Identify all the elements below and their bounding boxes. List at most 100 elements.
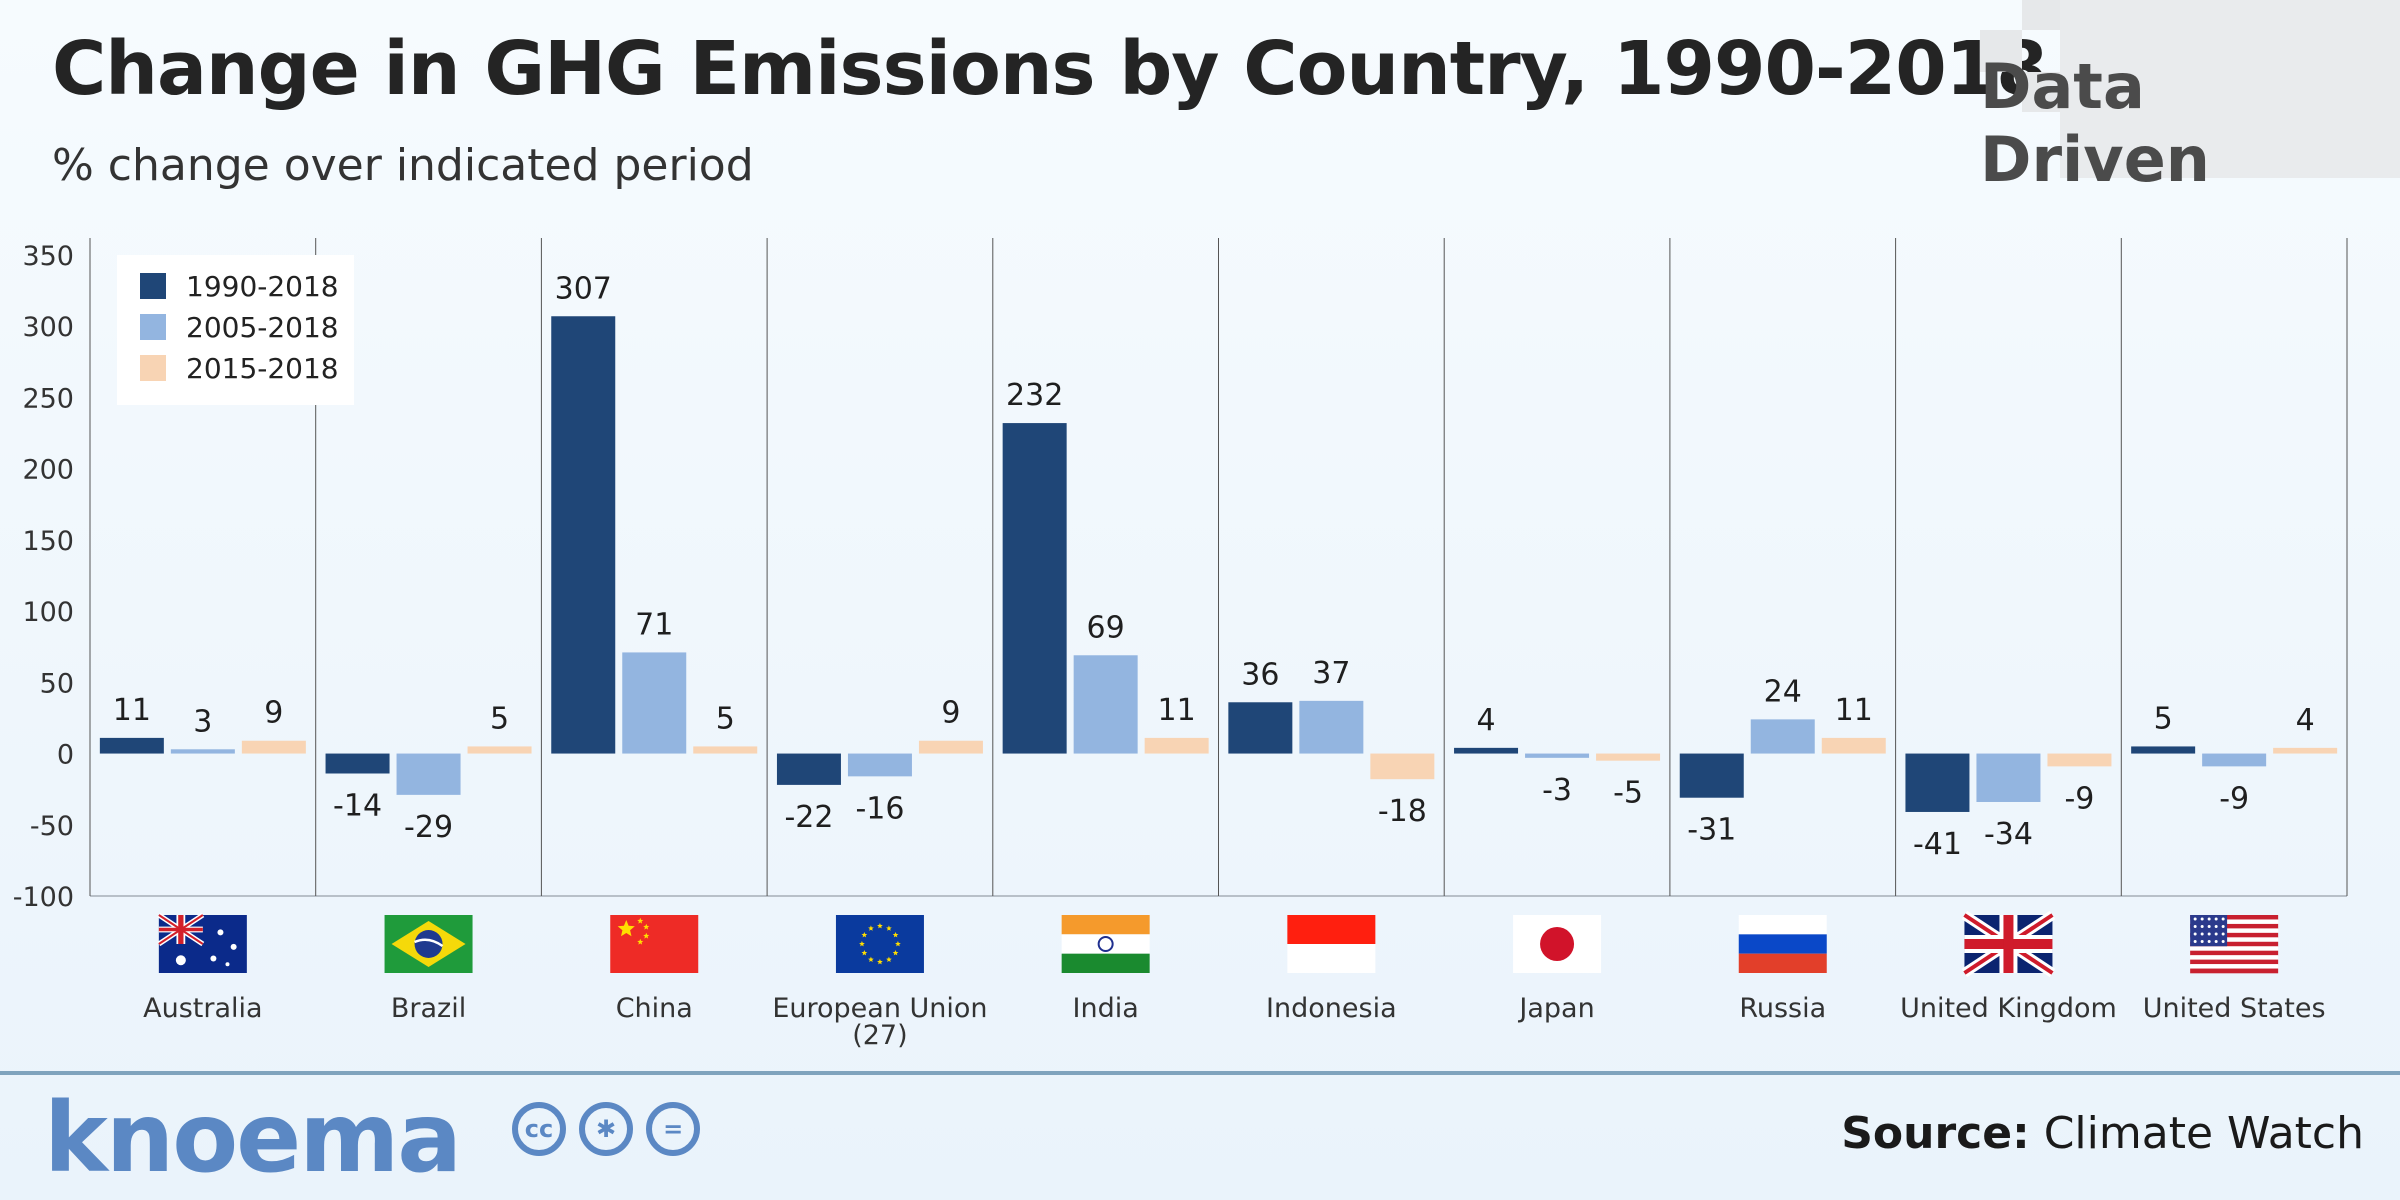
knoema-logo: knoema	[44, 1082, 462, 1194]
category-label: United States	[2143, 993, 2326, 1024]
source-value: Climate Watch	[2043, 1108, 2364, 1159]
flag-united-kingdom	[1961, 910, 2056, 978]
data-label: -16	[855, 791, 904, 826]
category-label: Australia	[143, 993, 262, 1024]
data-label: -22	[784, 800, 833, 835]
bar	[1679, 753, 1744, 798]
data-label: -9	[2219, 781, 2249, 816]
bar	[325, 753, 390, 774]
flag-european-union	[835, 915, 924, 973]
license-icons: cc ✱ =	[512, 1102, 708, 1156]
flag-china	[610, 915, 699, 973]
data-label: 11	[113, 693, 151, 728]
legend-swatch	[140, 314, 166, 340]
bar	[99, 737, 164, 754]
data-label: 3	[193, 704, 212, 739]
y-tick-label: 200	[22, 455, 74, 486]
flag-australia	[157, 912, 247, 973]
data-label: -41	[1913, 827, 1962, 862]
y-tick-label: 350	[22, 241, 74, 272]
bar	[1144, 737, 1209, 754]
data-label: -9	[2064, 781, 2094, 816]
category-label: European Union	[772, 993, 987, 1024]
bar	[1596, 753, 1661, 761]
bar	[1905, 753, 1970, 812]
category-label: United Kingdom	[1900, 993, 2117, 1024]
bar	[1002, 423, 1067, 754]
bar	[170, 749, 235, 754]
category-label: China	[616, 993, 693, 1024]
attribution-icon: ✱	[579, 1102, 634, 1156]
y-tick-label: 250	[22, 383, 74, 414]
bar	[1454, 747, 1519, 754]
data-label: 5	[490, 701, 509, 736]
bar	[918, 740, 983, 754]
data-label: -34	[1984, 817, 2033, 852]
brand-badge: Data Driven	[1980, 0, 2400, 196]
data-label: -14	[333, 788, 382, 823]
y-tick-label: 0	[57, 740, 74, 771]
chart-legend: 1990-2018 2005-2018 2015-2018	[117, 255, 354, 405]
bar	[622, 652, 687, 754]
data-label: 24	[1764, 674, 1802, 709]
bar	[2273, 747, 2338, 754]
bar	[1525, 753, 1590, 758]
bar-chart: 350 300 250 200 150 100 50 0 -50 -100 11 -14 307 -22 2…	[13, 238, 2348, 1051]
category-label: Brazil	[391, 993, 466, 1024]
flag-united-states	[2190, 915, 2279, 974]
bar	[1821, 737, 1886, 754]
data-label: 4	[2296, 703, 2315, 738]
source-credit: Source: Climate Watch	[1841, 1108, 2364, 1159]
category-label: India	[1073, 993, 1139, 1024]
bar	[467, 746, 532, 754]
bar	[1370, 753, 1435, 780]
category-label: (27)	[852, 1020, 907, 1051]
data-label: 5	[716, 701, 735, 736]
flag-russia	[1738, 915, 1827, 973]
bar	[776, 753, 841, 785]
data-label: 9	[941, 696, 960, 731]
bar	[241, 740, 306, 754]
flag-indonesia	[1287, 915, 1376, 973]
data-label: 4	[1477, 703, 1496, 738]
data-label: 69	[1087, 610, 1125, 645]
chart-bars	[99, 316, 2338, 812]
data-label: -5	[1613, 776, 1643, 811]
country-flags	[157, 910, 2279, 978]
legend-swatch	[140, 355, 166, 381]
data-label: 37	[1312, 656, 1350, 691]
data-label: 5	[2154, 701, 2173, 736]
y-tick-label: 300	[22, 312, 74, 343]
legend-label: 2015-2018	[186, 352, 339, 385]
flag-japan	[1513, 915, 1602, 973]
bar	[693, 746, 758, 754]
bar	[551, 316, 616, 754]
bar	[2047, 753, 2112, 767]
bar	[1228, 702, 1293, 754]
page-subtitle: % change over indicated period	[52, 140, 754, 191]
y-tick-label: -100	[13, 882, 74, 913]
brand-name: Data Driven	[1980, 50, 2210, 196]
y-tick-label: -50	[30, 811, 74, 842]
category-label: Russia	[1739, 993, 1826, 1024]
legend-swatch	[140, 273, 166, 299]
y-tick-label: 150	[22, 526, 74, 557]
footer-divider	[0, 1071, 2400, 1075]
data-label: -18	[1378, 794, 1427, 829]
data-label: -29	[404, 810, 453, 845]
data-label: 71	[635, 607, 673, 642]
data-label: 11	[1835, 693, 1873, 728]
data-label: 36	[1241, 657, 1279, 692]
data-label: 232	[1006, 378, 1063, 413]
bar	[2202, 753, 2267, 767]
no-derivatives-icon: =	[646, 1102, 701, 1156]
y-tick-label: 50	[40, 668, 74, 699]
bar	[396, 753, 461, 795]
flag-india	[1061, 915, 1150, 973]
y-tick-label: 100	[22, 597, 74, 628]
legend-label: 1990-2018	[186, 270, 339, 303]
source-label: Source:	[1841, 1108, 2030, 1159]
category-label: Indonesia	[1266, 993, 1397, 1024]
bar	[1750, 719, 1815, 754]
legend-label: 2005-2018	[186, 311, 339, 344]
